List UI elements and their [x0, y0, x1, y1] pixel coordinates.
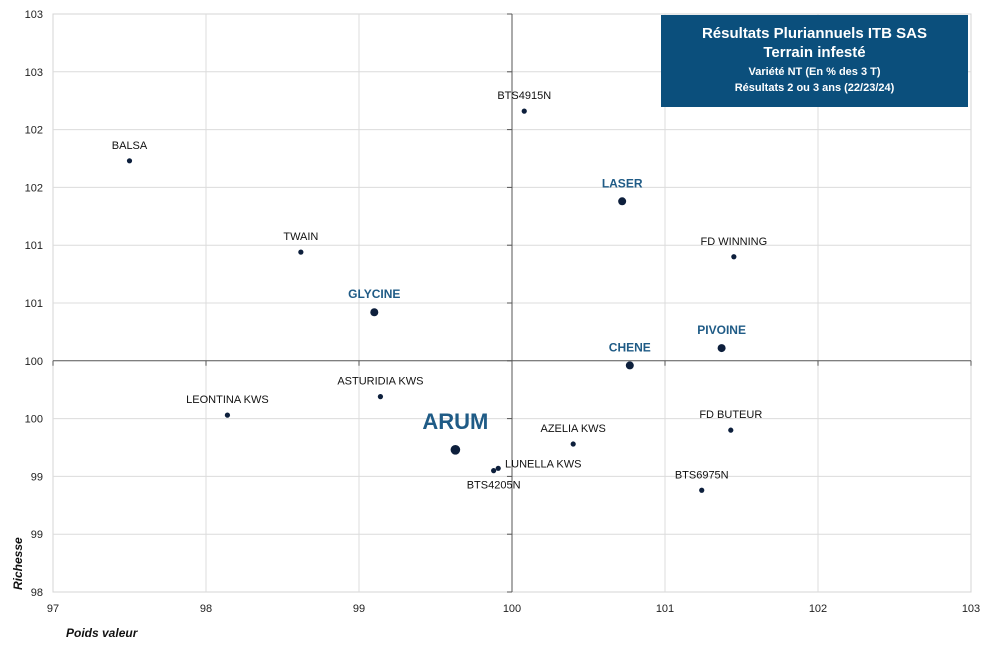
point-chene: [625, 361, 634, 370]
point-fd-winning: [731, 254, 737, 260]
point-laser: [618, 197, 627, 206]
point-bts4915n: [521, 108, 527, 114]
chart-note-variety: Variété NT (En % des 3 T): [748, 66, 881, 78]
chart-note-years: Résultats 2 ou 3 ans (22/23/24): [734, 82, 895, 94]
point-pivoine: [717, 344, 726, 353]
point-fd-buteur: [728, 427, 734, 433]
point-asturidia-kws: [377, 394, 384, 400]
point-label-fd-winning: FD WINNING: [701, 236, 768, 248]
x-tick-label: 97: [47, 603, 59, 615]
chart-subtitle: Terrain infesté: [763, 44, 866, 61]
y-tick-label: 103: [25, 67, 43, 79]
point-bts6975n: [699, 487, 705, 493]
point-label-twain: TWAIN: [283, 231, 318, 243]
point-label-arum: ARUM: [422, 409, 488, 434]
point-azelia-kws: [570, 441, 576, 447]
y-tick-label: 98: [31, 587, 43, 599]
point-label-bts6975n: BTS6975N: [675, 469, 729, 481]
point-label-lunella-kws: LUNELLA KWS: [505, 458, 581, 470]
x-tick-label: 99: [353, 603, 365, 615]
x-tick-labels: 97 98 99 100 101 102 103: [47, 603, 980, 615]
point-label-balsa: BALSA: [112, 140, 148, 152]
point-label-laser: LASER: [602, 176, 643, 190]
title-box: Résultats Pluriannuels ITB SAS Terrain i…: [661, 15, 968, 107]
x-axis-title: Poids valeur: [66, 626, 139, 640]
y-tick-label: 99: [31, 471, 43, 483]
y-tick-label: 101: [25, 240, 43, 252]
x-tick-label: 100: [503, 603, 521, 615]
x-tick-label: 102: [809, 603, 827, 615]
chart-title: Résultats Pluriannuels ITB SAS: [701, 25, 928, 42]
y-tick-label: 102: [25, 125, 43, 137]
y-tick-label: 100: [25, 356, 43, 368]
point-glycine: [370, 308, 379, 317]
x-tick-label: 101: [656, 603, 674, 615]
y-tick-label: 102: [25, 182, 43, 194]
x-tick-label: 103: [962, 603, 980, 615]
y-tick-label: 101: [25, 298, 43, 310]
y-tick-label: 103: [25, 9, 43, 21]
point-label-pivoine: PIVOINE: [697, 323, 746, 337]
point-label-glycine: GLYCINE: [348, 287, 400, 301]
y-axis-title: Richesse: [11, 537, 25, 590]
point-lunella-kws: [495, 465, 501, 471]
point-label-leontina-kws: LEONTINA KWS: [186, 394, 269, 406]
point-twain: [298, 249, 304, 255]
data-points: BALSA TWAIN GLYCINE BTS4915N LASER FD WINNING…: [112, 90, 767, 493]
y-tick-label: 99: [31, 529, 43, 541]
x-tick-label: 98: [200, 603, 212, 615]
y-tick-label: 100: [25, 414, 43, 426]
point-label-bts4915n: BTS4915N: [497, 90, 551, 102]
point-leontina-kws: [224, 412, 231, 418]
point-label-bts4205n: BTS4205N: [467, 480, 521, 492]
point-label-azelia-kws: AZELIA KWS: [540, 423, 605, 435]
crosshair-axes: [52, 13, 972, 593]
point-label-chene: CHENE: [609, 340, 651, 354]
point-label-asturidia-kws: ASTURIDIA KWS: [337, 376, 423, 388]
y-tick-labels: 98 99 99 100 100 101 101 102 102 103 103: [25, 9, 43, 599]
point-label-fd-buteur: FD BUTEUR: [699, 409, 762, 421]
point-balsa: [126, 158, 133, 164]
point-bts4205n: [491, 468, 497, 474]
point-arum: [450, 445, 461, 455]
